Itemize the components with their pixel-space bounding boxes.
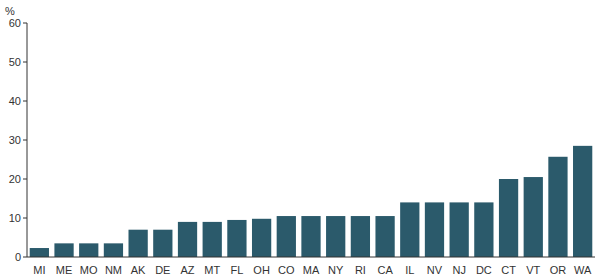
y-tick-label: 20 bbox=[9, 173, 21, 185]
bar bbox=[128, 230, 147, 257]
bars bbox=[30, 146, 593, 257]
x-tick-label: MI bbox=[33, 264, 45, 276]
x-tick-label: CT bbox=[501, 264, 516, 276]
y-tick bbox=[23, 140, 27, 141]
x-tick-label: NM bbox=[105, 264, 122, 276]
x-tick-label: ME bbox=[56, 264, 73, 276]
x-tick-label: OR bbox=[550, 264, 567, 276]
x-tick-label: NY bbox=[328, 264, 344, 276]
bar bbox=[252, 219, 271, 257]
bar bbox=[573, 146, 592, 257]
bar bbox=[227, 220, 246, 257]
bar bbox=[474, 202, 493, 257]
y-tick bbox=[23, 257, 27, 258]
x-tick-label: MA bbox=[303, 264, 320, 276]
x-tick-label: DE bbox=[155, 264, 170, 276]
chart-container: 0 10 20 30 40 50 60% MI ME MO NM AK DE AZ MT FL OH CO MA NY… bbox=[0, 0, 600, 280]
y-tick-label: 0 bbox=[15, 251, 21, 263]
x-tick-label: VT bbox=[526, 264, 540, 276]
x-tick-label: WA bbox=[574, 264, 592, 276]
x-tick-label: MT bbox=[204, 264, 220, 276]
y-tick bbox=[23, 62, 27, 63]
x-tick-label: NJ bbox=[452, 264, 465, 276]
bar bbox=[326, 216, 345, 257]
bar bbox=[400, 202, 419, 257]
y-tick bbox=[23, 101, 27, 102]
x-tick-label: RI bbox=[355, 264, 366, 276]
y-axis-label: % bbox=[5, 5, 15, 17]
bar bbox=[277, 216, 296, 257]
bar bbox=[178, 222, 197, 257]
bar bbox=[30, 248, 49, 257]
chart: 0 10 20 30 40 50 60% MI ME MO NM AK DE AZ MT FL OH CO MA NY… bbox=[0, 0, 600, 280]
x-tick-label: AZ bbox=[180, 264, 194, 276]
x-tick-label: IL bbox=[405, 264, 414, 276]
bar bbox=[450, 202, 469, 257]
x-tick-label: CO bbox=[278, 264, 295, 276]
bar bbox=[375, 216, 394, 257]
x-axis-line bbox=[27, 257, 595, 258]
bar bbox=[524, 177, 543, 257]
x-tick-label: FL bbox=[230, 264, 243, 276]
bar bbox=[351, 216, 370, 257]
bar bbox=[104, 243, 123, 257]
bar bbox=[499, 179, 518, 257]
y-tick bbox=[23, 218, 27, 219]
bar bbox=[153, 230, 172, 257]
y-tick bbox=[23, 179, 27, 180]
bar bbox=[548, 157, 567, 257]
y-tick-label: 60 bbox=[9, 17, 21, 29]
x-tick-label: DC bbox=[476, 264, 492, 276]
y-tick-label: 40 bbox=[9, 95, 21, 107]
bar bbox=[301, 216, 320, 257]
x-tick-label: NV bbox=[427, 264, 443, 276]
bar bbox=[54, 243, 73, 257]
y-tick bbox=[23, 23, 27, 24]
y-tick-label: 30 bbox=[9, 134, 21, 146]
x-tick-label: OH bbox=[253, 264, 270, 276]
y-tick-label: 10 bbox=[9, 212, 21, 224]
x-tick-label: AK bbox=[131, 264, 146, 276]
x-tick-label: MO bbox=[80, 264, 98, 276]
bar bbox=[79, 243, 98, 257]
y-tick-label: 50 bbox=[9, 56, 21, 68]
bar bbox=[203, 222, 222, 257]
x-tick-label: CA bbox=[377, 264, 393, 276]
bar bbox=[425, 202, 444, 257]
